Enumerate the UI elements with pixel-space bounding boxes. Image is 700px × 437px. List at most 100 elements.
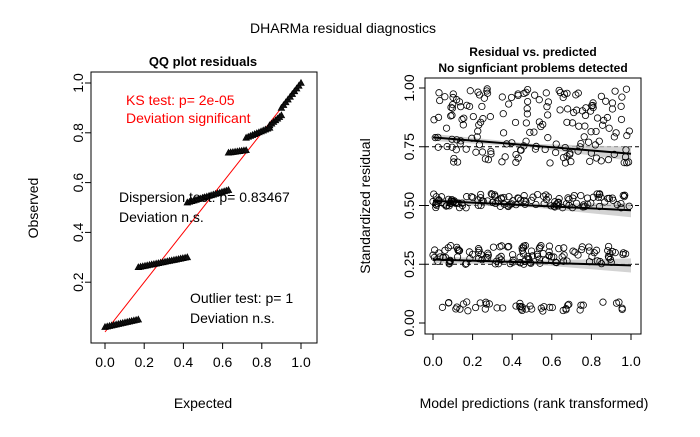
- residual-point: [608, 105, 617, 113]
- residual-point: [429, 251, 437, 259]
- residual-x-tick-label: 0.0: [423, 353, 443, 369]
- residual-vs-predicted-panel: Residual vs. predicted No signficiant pr…: [357, 45, 648, 411]
- residual-point: [456, 305, 464, 313]
- residual-point: [617, 204, 625, 212]
- residual-point: [581, 203, 589, 211]
- residual-point: [577, 192, 585, 200]
- residual-point: [512, 150, 520, 159]
- residual-point: [537, 242, 545, 250]
- residual-point: [575, 122, 583, 130]
- qq-point: [183, 253, 192, 261]
- residual-y-tick-label: 0.75: [401, 133, 417, 160]
- residual-point: [509, 251, 517, 259]
- residual-point: [625, 158, 633, 166]
- residual-x-tick-label: 0.8: [582, 353, 602, 369]
- qq-y-axis: 0.2 0.4 0.6 0.8 1.0: [70, 73, 92, 292]
- residual-point: [527, 247, 536, 255]
- qq-y-tick-label: 0.6: [70, 173, 86, 193]
- residual-point: [524, 97, 532, 106]
- residual-point: [625, 127, 633, 135]
- residual-point: [523, 105, 531, 113]
- residual-point: [462, 145, 470, 153]
- residual-point: [542, 191, 550, 199]
- residual-point: [498, 242, 506, 250]
- residual-point: [497, 252, 505, 261]
- residual-plot-title: Residual vs. predicted: [469, 45, 596, 59]
- residual-points: [429, 85, 633, 315]
- residual-point: [505, 193, 513, 201]
- residual-point: [475, 121, 483, 129]
- residual-point: [443, 142, 451, 151]
- residual-point: [477, 118, 485, 126]
- residual-point: [475, 91, 484, 99]
- residual-point: [483, 85, 491, 93]
- residual-point: [529, 193, 537, 201]
- residual-point: [594, 193, 602, 201]
- residual-point: [436, 96, 444, 105]
- residual-point: [448, 195, 456, 204]
- residual-point: [595, 137, 603, 145]
- ks-test-text: KS test: p= 2e-05: [126, 92, 235, 108]
- residual-point: [539, 307, 547, 315]
- qq-x-tick-label: 0.6: [213, 354, 233, 370]
- residual-point: [520, 192, 528, 200]
- residual-point: [603, 113, 612, 122]
- qq-x-tick-label: 0.8: [252, 354, 272, 370]
- residual-point: [606, 249, 614, 258]
- residual-point: [441, 93, 449, 101]
- residual-point: [472, 148, 480, 156]
- residual-point: [623, 131, 631, 140]
- residual-point: [546, 303, 554, 311]
- residual-point: [472, 303, 480, 312]
- qq-y-axis-label: Observed: [25, 178, 41, 239]
- residual-point: [595, 202, 604, 211]
- qq-point: [224, 185, 233, 193]
- residual-point: [452, 146, 460, 154]
- residual-point: [602, 97, 610, 105]
- residual-point: [574, 147, 582, 155]
- residual-point: [604, 242, 613, 251]
- residual-point: [448, 143, 456, 151]
- residual-point: [455, 199, 463, 207]
- residual-point: [441, 246, 449, 254]
- residual-point: [572, 91, 580, 99]
- residual-point: [578, 245, 586, 254]
- residual-point: [566, 150, 574, 159]
- residual-point: [485, 300, 493, 308]
- residual-point: [610, 133, 618, 141]
- residual-point: [574, 251, 582, 259]
- quantile-regression-line: [432, 136, 632, 155]
- residual-point: [533, 250, 542, 258]
- residual-point: [565, 195, 573, 204]
- residual-point: [480, 94, 488, 102]
- residual-point: [491, 191, 499, 199]
- residual-point: [445, 298, 453, 307]
- residual-point: [499, 110, 507, 118]
- residual-point: [444, 195, 453, 203]
- residual-point: [531, 91, 539, 99]
- residual-point: [477, 250, 485, 259]
- residual-point: [474, 248, 483, 257]
- residual-point: [469, 112, 477, 121]
- residual-point: [481, 155, 490, 163]
- residual-point: [605, 254, 613, 262]
- residual-point: [617, 199, 625, 208]
- residual-point: [530, 128, 538, 136]
- residual-plot-subtitle: No signficiant problems detected: [438, 61, 627, 75]
- residual-point: [430, 116, 438, 124]
- residual-point: [577, 139, 585, 148]
- residual-point: [489, 243, 498, 251]
- residual-point: [587, 199, 595, 207]
- residual-point: [478, 102, 486, 111]
- residual-point: [540, 192, 548, 200]
- residual-point: [466, 87, 474, 95]
- residual-point: [520, 89, 528, 97]
- residual-point: [544, 193, 552, 201]
- residual-point: [430, 190, 438, 198]
- residual-point: [479, 115, 487, 123]
- residual-point: [484, 156, 492, 164]
- residual-point: [448, 104, 457, 112]
- residual-point: [516, 299, 524, 307]
- residual-point: [493, 304, 501, 312]
- residual-point: [498, 158, 506, 166]
